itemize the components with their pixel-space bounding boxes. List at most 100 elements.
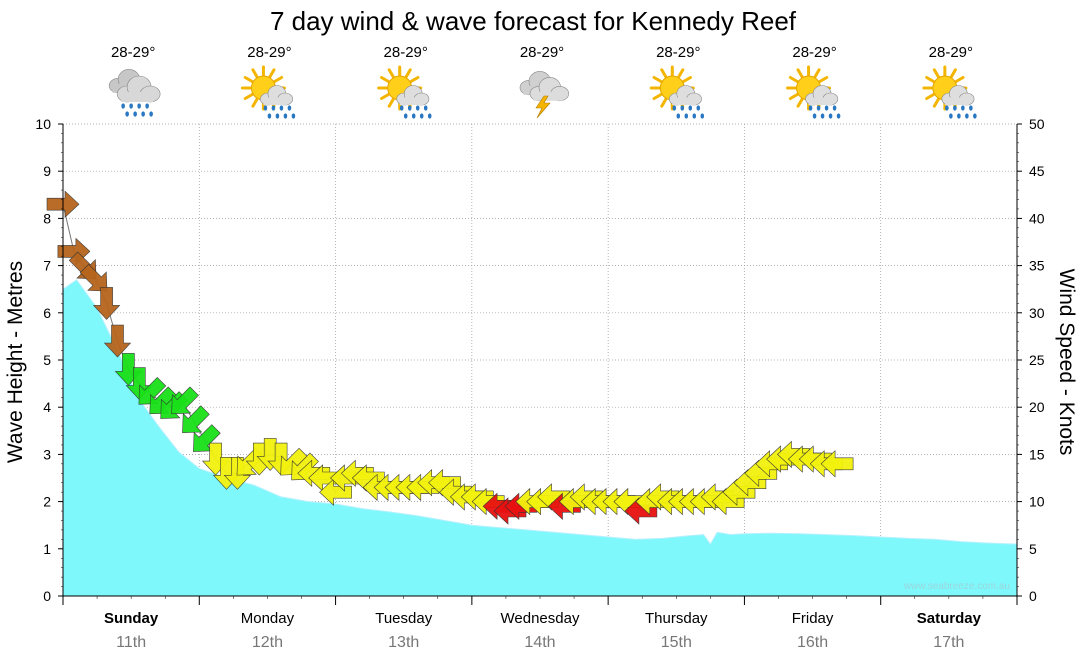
sun-ray xyxy=(660,97,668,108)
rain-drop xyxy=(961,105,965,111)
left-tick-label: 10 xyxy=(35,116,51,132)
rain-drop xyxy=(291,113,296,119)
rain-drop xyxy=(832,105,837,111)
day-name: Monday xyxy=(241,610,295,627)
rain-drop xyxy=(836,113,841,119)
lightning-bolt xyxy=(535,95,551,119)
rain-drop xyxy=(407,105,412,111)
rain-drop xyxy=(275,113,280,119)
wind-arrow-shape xyxy=(820,450,854,478)
rain-drop xyxy=(141,111,145,117)
rain-drop xyxy=(427,113,432,119)
sun-ray xyxy=(652,93,663,100)
right-tick-label: 50 xyxy=(1029,116,1045,132)
sun-ray xyxy=(273,76,284,83)
rain-drop xyxy=(957,113,961,119)
left-axis-label: Wave Height - Metres xyxy=(4,261,27,463)
rain-drop xyxy=(271,105,276,111)
sun-ray xyxy=(251,68,259,79)
cloud-part xyxy=(944,97,969,105)
wind-arrow-shape xyxy=(319,478,352,506)
cloud-part xyxy=(263,97,288,105)
rain-drop xyxy=(287,105,292,111)
left-tick-label: 1 xyxy=(43,541,51,557)
day-date: 15th xyxy=(661,634,692,651)
sun-ray xyxy=(796,68,804,79)
left-tick-label: 4 xyxy=(43,399,51,415)
day-labels: Sunday 11th Monday 12th Tuesday 13th Wednesday… xyxy=(104,610,982,651)
cloud-part xyxy=(121,92,154,102)
rain-drop xyxy=(680,105,685,111)
wind-arrow-shape xyxy=(182,405,210,434)
rain-cloud-icon xyxy=(108,69,161,117)
sun-rain-icon xyxy=(240,65,296,119)
rain-drop xyxy=(145,103,149,109)
day-date: 11th xyxy=(116,634,146,651)
rain-drop xyxy=(283,113,288,119)
day-temperature: 28-29° xyxy=(792,44,836,61)
sun-rain-icon xyxy=(649,65,705,119)
day-name: Wednesday xyxy=(501,610,580,627)
wind-arrow xyxy=(171,386,199,415)
sun-ray xyxy=(788,76,799,83)
sun-ray xyxy=(925,76,936,83)
sun-ray xyxy=(409,76,420,83)
wind-arrow xyxy=(92,287,121,320)
day-temperature: 28-29° xyxy=(111,44,155,61)
rain-drop xyxy=(700,113,705,119)
sun-ray xyxy=(380,93,390,100)
wind-arrow xyxy=(182,405,210,434)
sun-ray xyxy=(682,76,692,83)
sun-rain-icon xyxy=(377,65,432,119)
wind-arrow-shape xyxy=(79,263,108,292)
rain-drop xyxy=(965,113,969,119)
rain-drop xyxy=(824,105,829,111)
rain-drop xyxy=(820,113,825,119)
day-temperature: 28-29° xyxy=(929,44,973,61)
right-tick-label: 0 xyxy=(1029,588,1037,604)
rain-drop xyxy=(953,105,957,111)
left-tick-label: 2 xyxy=(43,494,51,510)
sun-rain-icon xyxy=(786,65,841,119)
day-temperature: 28-29° xyxy=(520,44,564,61)
rain-drop xyxy=(267,113,272,119)
rain-drop xyxy=(129,103,133,109)
right-tick-label: 5 xyxy=(1029,541,1037,557)
rain-drop xyxy=(949,113,953,119)
rain-drop xyxy=(688,105,693,111)
left-tick-label: 7 xyxy=(43,258,51,274)
chart-title: 7 day wind & wave forecast for Kennedy R… xyxy=(270,6,797,36)
day-date: 17th xyxy=(933,634,964,651)
wind-arrow xyxy=(319,478,352,506)
rain-drop xyxy=(692,113,697,119)
sun-ray xyxy=(387,68,395,79)
wind-arrow xyxy=(79,263,108,292)
right-tick-label: 25 xyxy=(1029,352,1045,368)
left-tick-label: 5 xyxy=(43,352,51,368)
wave-height-area xyxy=(62,279,1018,597)
sun-ray xyxy=(813,68,821,79)
rain-drop xyxy=(828,113,833,119)
sun-ray xyxy=(949,68,957,79)
left-tick-label: 3 xyxy=(43,446,51,462)
sun-ray xyxy=(268,68,276,79)
day-temperature: 28-29° xyxy=(247,44,291,61)
sun-ray xyxy=(932,68,940,79)
rain-drop xyxy=(133,111,137,117)
wind-arrow xyxy=(820,450,854,478)
rain-drop xyxy=(263,105,268,111)
cloud-part xyxy=(399,97,424,105)
sun-ray xyxy=(251,97,259,108)
rain-drop xyxy=(973,113,977,119)
wind-arrow-shape xyxy=(103,324,132,358)
day-name: Saturday xyxy=(917,610,982,627)
sun-ray xyxy=(387,97,395,108)
sun-ray xyxy=(954,76,965,83)
sun-ray xyxy=(380,76,390,83)
day-name: Thursday xyxy=(645,610,708,627)
sun-ray xyxy=(652,76,663,83)
rain-drop xyxy=(945,105,949,111)
wind-arrow-shape xyxy=(92,287,121,320)
